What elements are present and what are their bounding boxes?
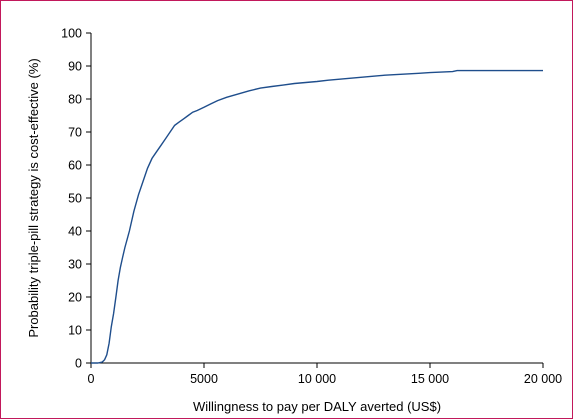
series-group bbox=[91, 69, 543, 364]
y-axis-ticks: 0 10 20 30 40 50 60 70 80 90 100 bbox=[61, 27, 91, 371]
y-tick-label: 90 bbox=[68, 60, 82, 74]
y-tick-label: 30 bbox=[68, 258, 82, 272]
y-tick-label: 20 bbox=[68, 291, 82, 305]
x-tick-label: 15 000 bbox=[411, 372, 449, 386]
y-tick-label: 70 bbox=[68, 126, 82, 140]
y-tick-label: 80 bbox=[68, 93, 82, 107]
x-axis-ticks: 0 5000 10 000 15 000 20 000 bbox=[88, 363, 562, 386]
x-tick-label: 5000 bbox=[190, 372, 218, 386]
x-tick-label: 0 bbox=[88, 372, 95, 386]
y-axis-title: Probability triple-pill strategy is cost… bbox=[26, 58, 41, 337]
x-tick-label: 10 000 bbox=[298, 372, 336, 386]
y-tick-label: 40 bbox=[68, 225, 82, 239]
y-tick-label: 10 bbox=[68, 324, 82, 338]
y-tick-label: 60 bbox=[68, 159, 82, 173]
series-line bbox=[91, 69, 543, 364]
y-tick-label: 100 bbox=[61, 27, 82, 41]
x-tick-label: 20 000 bbox=[524, 372, 562, 386]
y-tick-label: 0 bbox=[75, 357, 82, 371]
y-tick-label: 50 bbox=[68, 192, 82, 206]
x-axis-title: Willingness to pay per DALY averted (US$… bbox=[193, 399, 441, 414]
